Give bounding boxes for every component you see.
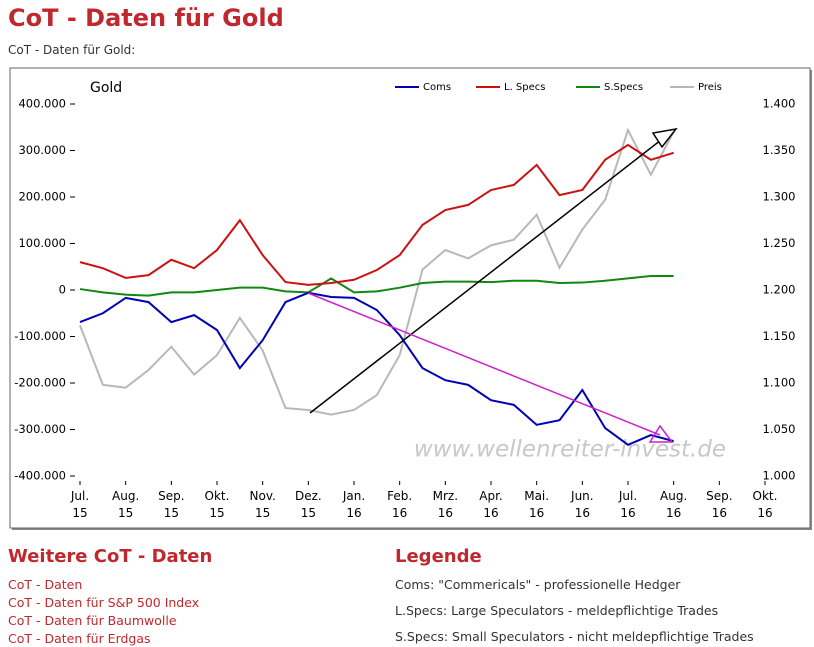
x-tick-label: Jan. 16 bbox=[342, 489, 366, 520]
y-tick-label: 200.000 bbox=[18, 190, 66, 204]
legend-label: L. Specs bbox=[504, 82, 545, 93]
y2-tick-label: 1.100 bbox=[763, 376, 796, 390]
x-tick-label: Apr. 16 bbox=[479, 489, 503, 520]
x-tick-label: Okt. 15 bbox=[204, 489, 230, 520]
series-line bbox=[79, 127, 675, 416]
y-tick-label: -100.000 bbox=[14, 329, 66, 343]
trend-arrow bbox=[309, 132, 671, 414]
y-tick-label: -300.000 bbox=[14, 422, 66, 436]
subtitle: CoT - Daten für Gold: bbox=[8, 43, 136, 57]
trend-arrow bbox=[307, 292, 661, 436]
legend-text: L.Specs: Large Speculators - meldepflich… bbox=[395, 603, 719, 618]
legend-label: Preis bbox=[698, 82, 722, 93]
chart-frame bbox=[9, 67, 811, 529]
series-line bbox=[79, 275, 674, 297]
legend-label: S.Specs bbox=[604, 82, 643, 93]
y2-tick-label: 1.400 bbox=[763, 97, 796, 111]
page-title: CoT - Daten für Gold bbox=[8, 4, 284, 32]
y2-tick-label: 1.000 bbox=[763, 469, 796, 483]
y-tick-label: 400.000 bbox=[18, 97, 66, 111]
x-tick-label: Mai. 16 bbox=[524, 489, 550, 520]
y2-tick-label: 1.300 bbox=[763, 190, 796, 204]
x-tick-label: Aug. 15 bbox=[112, 489, 140, 520]
x-tick-label: Nov. 15 bbox=[249, 489, 276, 520]
arrow-head bbox=[651, 127, 678, 149]
y-tick-label: 0 bbox=[59, 283, 66, 297]
x-tick-label: Jul. 15 bbox=[70, 489, 90, 520]
y-tick-label: -200.000 bbox=[14, 376, 66, 390]
x-tick-label: Jul. 16 bbox=[618, 489, 638, 520]
section-title: Weitere CoT - Daten bbox=[8, 546, 213, 567]
y2-tick-label: 1.250 bbox=[763, 236, 796, 250]
legend-label: Coms bbox=[423, 82, 451, 93]
y-tick-label: -400.000 bbox=[14, 469, 66, 483]
x-tick-label: Mrz. 16 bbox=[432, 489, 459, 520]
x-tick-label: Dez. 15 bbox=[294, 489, 322, 520]
x-tick-label: Okt. 16 bbox=[752, 489, 778, 520]
x-tick-label: Jun. 16 bbox=[571, 489, 594, 520]
legend-text: S.Specs: Small Speculators - nicht melde… bbox=[395, 629, 754, 644]
link[interactable]: CoT - Daten für Baumwolle bbox=[8, 613, 177, 628]
y-tick-label: 300.000 bbox=[18, 143, 66, 157]
x-tick-label: Feb. 16 bbox=[387, 489, 413, 520]
y2-tick-label: 1.050 bbox=[763, 422, 796, 436]
y2-tick-label: 1.350 bbox=[763, 143, 796, 157]
y2-tick-label: 1.150 bbox=[763, 329, 796, 343]
arrow-head bbox=[648, 424, 674, 443]
link[interactable]: CoT - Daten für Erdgas bbox=[8, 631, 151, 646]
x-tick-label: Aug. 16 bbox=[660, 489, 688, 520]
link[interactable]: CoT - Daten bbox=[8, 577, 83, 592]
section-title: Legende bbox=[395, 546, 482, 567]
y2-tick-label: 1.200 bbox=[763, 283, 796, 297]
series-line bbox=[79, 143, 674, 286]
chart-title: Gold bbox=[90, 80, 122, 96]
x-tick-label: Sep. 15 bbox=[158, 489, 185, 520]
legend-text: Coms: "Commericals" - professionelle Hed… bbox=[395, 577, 681, 592]
y-tick-label: 100.000 bbox=[18, 236, 66, 250]
x-tick-label: Sep. 16 bbox=[706, 489, 733, 520]
link[interactable]: CoT - Daten für S&P 500 Index bbox=[8, 595, 200, 610]
watermark: www.wellenreiter-invest.de bbox=[414, 437, 726, 463]
